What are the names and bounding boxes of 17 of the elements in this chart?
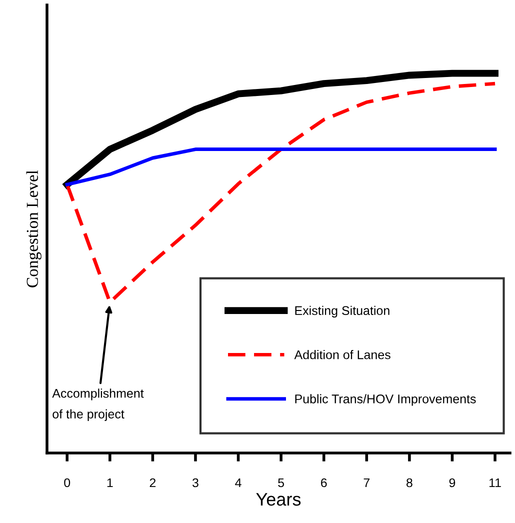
x-tick-label: 6 — [321, 478, 327, 488]
y-axis-title: Congestion Level — [26, 170, 42, 288]
annotation: Accomplishment of the project — [52, 388, 144, 421]
x-tick-label: 9 — [449, 478, 456, 488]
x-tick-label: 4 — [235, 478, 242, 488]
x-tick-label: 7 — [364, 478, 370, 488]
x-axis-title: Years — [256, 493, 301, 506]
x-tick-label: 3 — [192, 478, 198, 488]
x-tick-label: 5 — [278, 478, 284, 488]
x-tick-label: 2 — [150, 478, 156, 488]
legend-label: Existing Situation — [295, 306, 390, 318]
x-tick-label: 8 — [406, 478, 412, 488]
legend-label: Addition of Lanes — [294, 350, 390, 360]
x-tick-label: 11 — [489, 478, 501, 488]
x-tick-label: 0 — [64, 478, 70, 488]
legend-label: Public Trans/HOV Improvements — [295, 394, 476, 406]
x-tick-label: 1 — [107, 478, 113, 488]
